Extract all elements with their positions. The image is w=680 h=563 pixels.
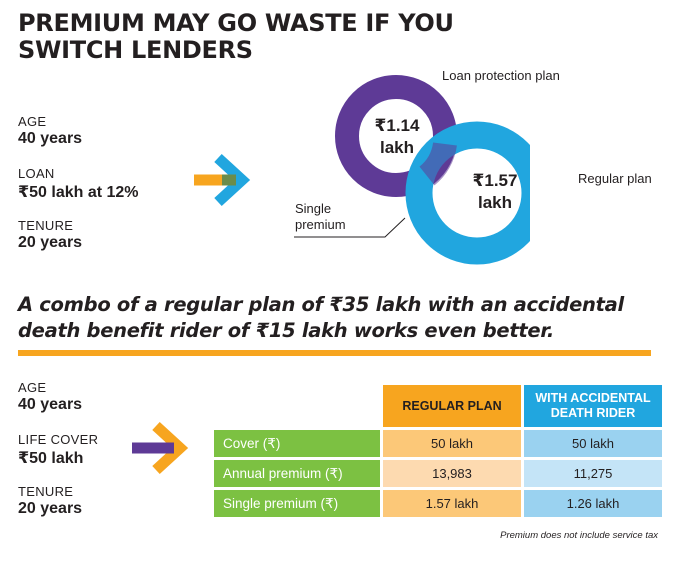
loan-value: ₹50 lakh at 12% — [18, 184, 139, 201]
divider — [18, 350, 651, 356]
table-row: Cover (₹) 50 lakh 50 lakh — [214, 430, 662, 457]
arrow-right-icon-2 — [132, 421, 189, 475]
tenure-value: 20 years — [18, 234, 83, 251]
table-row: Annual premium (₹) 13,983 11,275 — [214, 460, 662, 487]
footnote: Premium does not include service tax — [500, 530, 658, 541]
row-label: Single premium (₹) — [214, 490, 380, 517]
page-title: PREMIUM MAY GO WASTE IF YOU SWITCH LENDE… — [18, 9, 454, 64]
accidental-cell: 1.26 lakh — [524, 490, 662, 517]
accidental-cell: 50 lakh — [524, 430, 662, 457]
loan-protection-amount: ₹1.14 lakh — [374, 116, 420, 157]
regular-cell: 1.57 lakh — [383, 490, 521, 517]
loan-protection-label: Loan protection plan — [442, 68, 560, 83]
regular-plan-amount: ₹1.57 lakh — [472, 171, 518, 212]
regular-plan-ring — [405, 121, 530, 265]
premium-circles-diagram — [335, 75, 530, 265]
tenure-label: TENURE — [18, 218, 74, 233]
loan-label: LOAN — [18, 166, 55, 181]
single-premium-pointer — [294, 217, 406, 238]
life-cover-value: ₹50 lakh — [18, 450, 84, 467]
header-regular-plan: REGULAR PLAN — [383, 385, 521, 427]
age-value-2: 40 years — [18, 396, 83, 413]
comparison-table: REGULAR PLAN WITH ACCIDENTAL DEATH RIDER… — [211, 382, 665, 520]
combo-statement: A combo of a regular plan of ₹35 lakh wi… — [18, 293, 624, 342]
tenure-label-2: TENURE — [18, 484, 74, 499]
age-label: AGE — [18, 114, 47, 129]
table-header-row: REGULAR PLAN WITH ACCIDENTAL DEATH RIDER — [214, 385, 662, 427]
regular-cell: 50 lakh — [383, 430, 521, 457]
tenure-value-2: 20 years — [18, 500, 83, 517]
age-label-2: AGE — [18, 380, 47, 395]
life-cover-label: LIFE COVER — [18, 432, 99, 447]
regular-plan-label: Regular plan — [578, 171, 652, 186]
arrow-right-icon — [194, 153, 251, 207]
row-label: Annual premium (₹) — [214, 460, 380, 487]
single-premium-label: Single premium — [295, 201, 346, 232]
accidental-cell: 11,275 — [524, 460, 662, 487]
row-label: Cover (₹) — [214, 430, 380, 457]
age-value: 40 years — [18, 130, 83, 147]
regular-cell: 13,983 — [383, 460, 521, 487]
table-row: Single premium (₹) 1.57 lakh 1.26 lakh — [214, 490, 662, 517]
header-accidental-rider: WITH ACCIDENTAL DEATH RIDER — [524, 385, 662, 427]
